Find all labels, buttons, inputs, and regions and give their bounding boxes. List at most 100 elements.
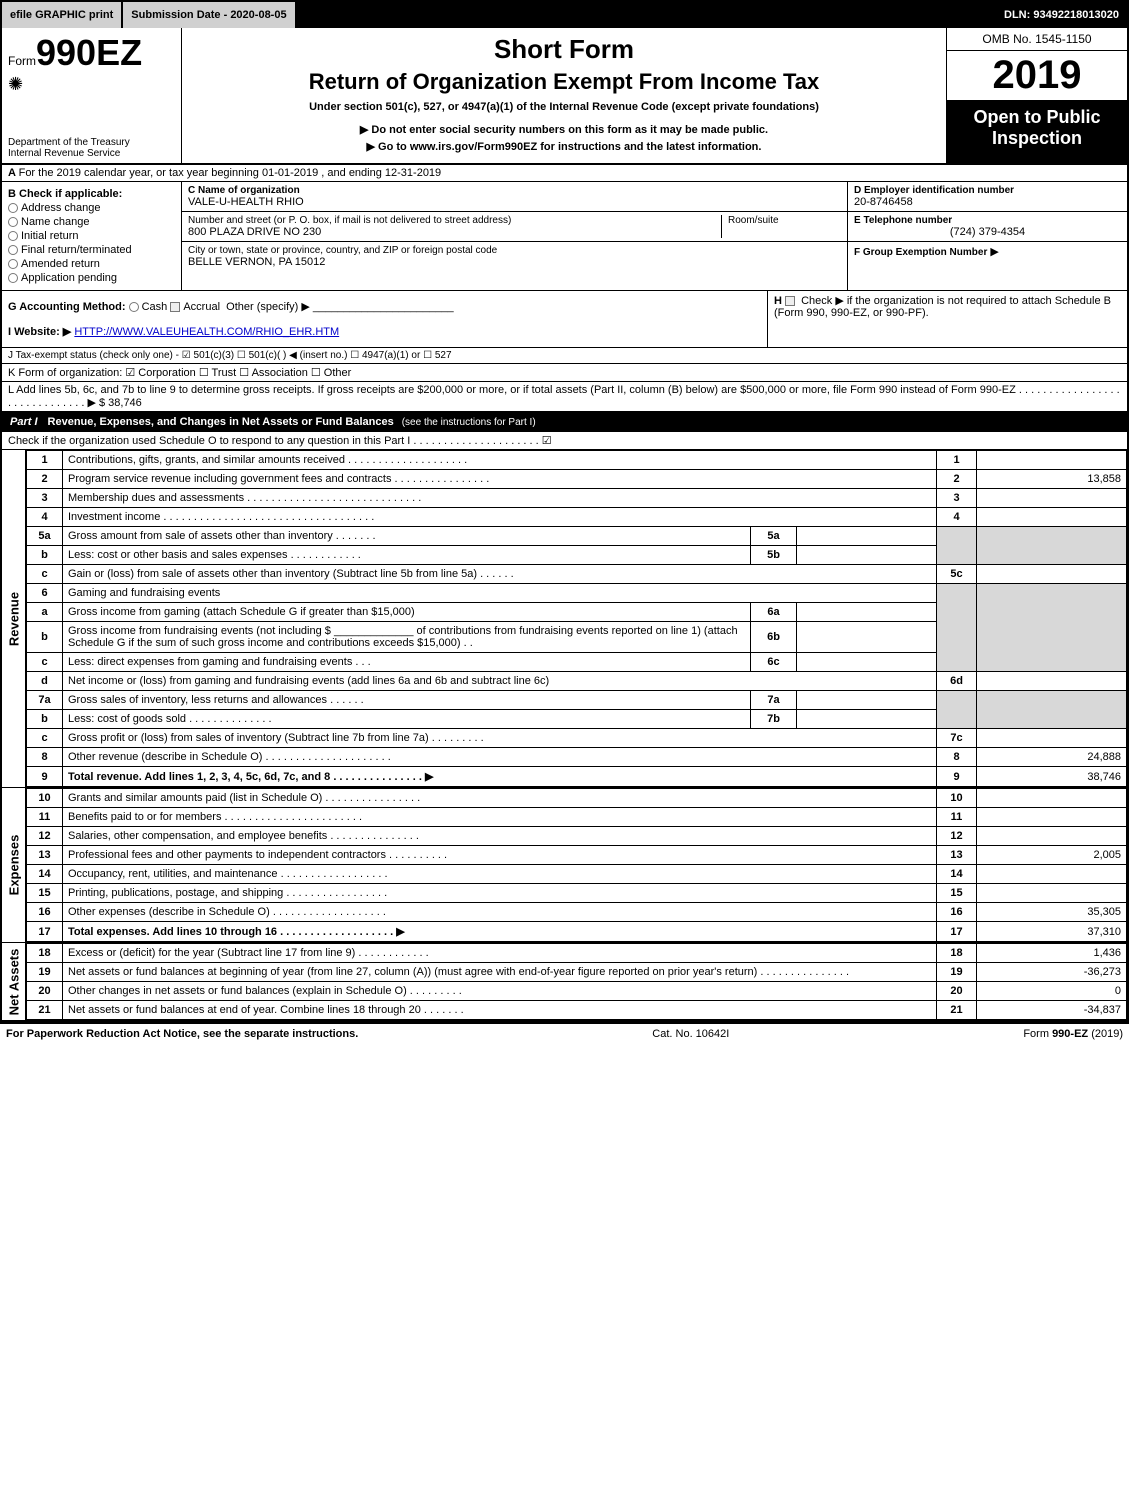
org-name: VALE-U-HEALTH RHIO bbox=[188, 196, 841, 208]
main-title: Return of Organization Exempt From Incom… bbox=[188, 69, 940, 95]
org-street: 800 PLAZA DRIVE NO 230 bbox=[188, 226, 721, 238]
box-d-label: D Employer identification number bbox=[854, 185, 1121, 196]
box-e-label: E Telephone number bbox=[854, 215, 1121, 226]
line-k: K Form of organization: ☑ Corporation ☐ … bbox=[2, 364, 1127, 382]
efile-print-button[interactable]: efile GRAPHIC print bbox=[2, 2, 123, 28]
net-assets-section: Net Assets 18Excess or (deficit) for the… bbox=[2, 943, 1127, 1022]
box-b-header: Check if applicable: bbox=[19, 188, 122, 200]
do-not-enter: ▶ Do not enter social security numbers o… bbox=[188, 123, 940, 136]
expenses-label: Expenses bbox=[6, 835, 21, 896]
room-label: Room/suite bbox=[728, 215, 841, 226]
cb-address-change[interactable] bbox=[8, 203, 18, 213]
website-link[interactable]: HTTP://WWW.VALEUHEALTH.COM/RHIO_EHR.HTM bbox=[74, 326, 339, 338]
header-right: OMB No. 1545-1150 2019 Open to Public In… bbox=[947, 28, 1127, 163]
table-row: 15Printing, publications, postage, and s… bbox=[27, 884, 1127, 903]
table-row: 6Gaming and fundraising events bbox=[27, 584, 1127, 603]
form-990ez-page: efile GRAPHIC print Submission Date - 20… bbox=[0, 0, 1129, 1024]
table-row: 12Salaries, other compensation, and empl… bbox=[27, 827, 1127, 846]
dept-line-1: Department of the Treasury bbox=[8, 137, 175, 148]
identity-block: B Check if applicable: Address change Na… bbox=[2, 182, 1127, 291]
line-j: J Tax-exempt status (check only one) - ☑… bbox=[2, 348, 1127, 364]
table-row: 10Grants and similar amounts paid (list … bbox=[27, 789, 1127, 808]
part-1-bar: Part I Revenue, Expenses, and Changes in… bbox=[2, 412, 1127, 432]
submission-date: Submission Date - 2020-08-05 bbox=[123, 2, 296, 28]
table-row: 16Other expenses (describe in Schedule O… bbox=[27, 903, 1127, 922]
dept-treasury: Department of the Treasury Internal Reve… bbox=[8, 137, 175, 159]
cb-initial-return[interactable] bbox=[8, 231, 18, 241]
expenses-section: Expenses 10Grants and similar amounts pa… bbox=[2, 788, 1127, 943]
line-i-label: I Website: ▶ bbox=[8, 326, 71, 338]
telephone: (724) 379-4354 bbox=[854, 226, 1121, 238]
other-specify: Other (specify) ▶ bbox=[226, 301, 310, 313]
table-row: 7aGross sales of inventory, less returns… bbox=[27, 691, 1127, 710]
table-row: 18Excess or (deficit) for the year (Subt… bbox=[27, 944, 1127, 963]
revenue-table: 1Contributions, gifts, grants, and simil… bbox=[26, 450, 1127, 787]
footer-mid: Cat. No. 10642I bbox=[652, 1028, 729, 1040]
goto-link[interactable]: ▶ Go to www.irs.gov/Form990EZ for instru… bbox=[188, 140, 940, 153]
cb-application-pending[interactable] bbox=[8, 273, 18, 283]
line-l: L Add lines 5b, 6c, and 7b to line 9 to … bbox=[2, 382, 1127, 412]
top-bar: efile GRAPHIC print Submission Date - 20… bbox=[2, 2, 1127, 28]
form-number: Form990EZ bbox=[8, 32, 175, 74]
expenses-table: 10Grants and similar amounts paid (list … bbox=[26, 788, 1127, 942]
expenses-sidebar: Expenses bbox=[2, 788, 26, 942]
part-1-title: Revenue, Expenses, and Changes in Net As… bbox=[48, 416, 394, 428]
open-line-2: Inspection bbox=[953, 128, 1121, 149]
addr-label: Number and street (or P. O. box, if mail… bbox=[188, 215, 721, 226]
part-1-note: (see the instructions for Part I) bbox=[402, 417, 536, 428]
table-row: dNet income or (loss) from gaming and fu… bbox=[27, 672, 1127, 691]
footer-right: Form 990-EZ (2019) bbox=[1023, 1028, 1123, 1040]
cash-label: Cash bbox=[142, 301, 168, 313]
cb-amended-return[interactable] bbox=[8, 259, 18, 269]
table-row: cGross profit or (loss) from sales of in… bbox=[27, 729, 1127, 748]
footer: For Paperwork Reduction Act Notice, see … bbox=[0, 1024, 1129, 1044]
header-left: Form990EZ ✺ Department of the Treasury I… bbox=[2, 28, 182, 163]
net-assets-label: Net Assets bbox=[6, 948, 21, 1015]
dept-line-2: Internal Revenue Service bbox=[8, 148, 175, 159]
line-a-text: For the 2019 calendar year, or tax year … bbox=[19, 167, 442, 179]
form-no-big: 990EZ bbox=[36, 32, 142, 73]
tax-year: 2019 bbox=[947, 51, 1127, 101]
header-mid: Short Form Return of Organization Exempt… bbox=[182, 28, 947, 163]
revenue-section: Revenue 1Contributions, gifts, grants, a… bbox=[2, 450, 1127, 788]
box-f-arrow: ▶ bbox=[990, 246, 998, 258]
under-section: Under section 501(c), 527, or 4947(a)(1)… bbox=[188, 101, 940, 113]
cb-accrual[interactable] bbox=[170, 302, 180, 312]
box-c: C Name of organization VALE-U-HEALTH RHI… bbox=[182, 182, 847, 290]
table-row: 20Other changes in net assets or fund ba… bbox=[27, 982, 1127, 1001]
org-city: BELLE VERNON, PA 15012 bbox=[188, 256, 841, 268]
net-assets-table: 18Excess or (deficit) for the year (Subt… bbox=[26, 943, 1127, 1020]
table-row: cGain or (loss) from sale of assets othe… bbox=[27, 565, 1127, 584]
line-a: A For the 2019 calendar year, or tax yea… bbox=[2, 165, 1127, 182]
opt-address-change: Address change bbox=[21, 202, 101, 214]
cb-final-return[interactable] bbox=[8, 245, 18, 255]
cb-name-change[interactable] bbox=[8, 217, 18, 227]
table-row: 13Professional fees and other payments t… bbox=[27, 846, 1127, 865]
part-1-label: Part I bbox=[10, 416, 38, 428]
table-row: 4Investment income . . . . . . . . . . .… bbox=[27, 508, 1127, 527]
omb-number: OMB No. 1545-1150 bbox=[947, 28, 1127, 51]
table-row: 8Other revenue (describe in Schedule O) … bbox=[27, 748, 1127, 767]
cb-cash[interactable] bbox=[129, 302, 139, 312]
opt-name-change: Name change bbox=[21, 216, 90, 228]
form-prefix: Form bbox=[8, 54, 36, 68]
line-h-text: Check ▶ if the organization is not requi… bbox=[774, 295, 1111, 319]
table-row: 14Occupancy, rent, utilities, and mainte… bbox=[27, 865, 1127, 884]
table-row: 5aGross amount from sale of assets other… bbox=[27, 527, 1127, 546]
short-form-title: Short Form bbox=[188, 34, 940, 65]
table-row: 17Total expenses. Add lines 10 through 1… bbox=[27, 922, 1127, 942]
accrual-label: Accrual bbox=[183, 301, 220, 313]
net-assets-sidebar: Net Assets bbox=[2, 943, 26, 1020]
header-block: Form990EZ ✺ Department of the Treasury I… bbox=[2, 28, 1127, 165]
opt-final-return: Final return/terminated bbox=[21, 244, 132, 256]
table-row: 11Benefits paid to or for members . . . … bbox=[27, 808, 1127, 827]
boxes-d-e-f: D Employer identification number 20-8746… bbox=[847, 182, 1127, 290]
table-row: 1Contributions, gifts, grants, and simil… bbox=[27, 451, 1127, 470]
box-b: B Check if applicable: Address change Na… bbox=[2, 182, 182, 290]
cb-schedule-b[interactable] bbox=[785, 296, 795, 306]
opt-application-pending: Application pending bbox=[21, 272, 117, 284]
open-line-1: Open to Public bbox=[953, 107, 1121, 128]
dln: DLN: 93492218013020 bbox=[996, 2, 1127, 28]
opt-amended-return: Amended return bbox=[21, 258, 100, 270]
revenue-sidebar: Revenue bbox=[2, 450, 26, 787]
